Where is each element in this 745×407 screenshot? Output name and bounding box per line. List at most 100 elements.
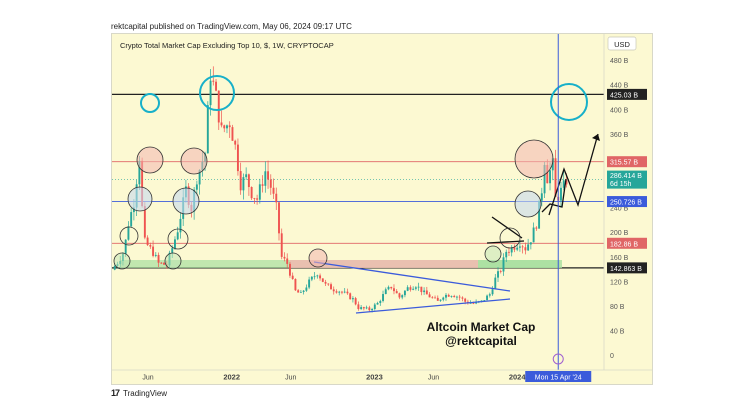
cycle-top-marker-1 xyxy=(140,93,160,113)
tradingview-logo-icon: 17 xyxy=(111,388,120,398)
x-tick-label: Jun xyxy=(285,375,296,382)
candle-body xyxy=(382,294,384,301)
candle-body xyxy=(154,254,157,256)
candle-body xyxy=(390,286,393,289)
candle-body xyxy=(239,171,242,191)
candle-body xyxy=(365,307,368,309)
level-reclaim-marker-6 xyxy=(514,190,542,218)
candle-body xyxy=(253,198,256,200)
breakdown-retest-marker xyxy=(308,248,328,268)
candle-body xyxy=(393,288,395,292)
candle-body xyxy=(226,125,228,129)
candle-body xyxy=(362,307,365,309)
candle-body xyxy=(343,291,346,293)
candle-body xyxy=(401,295,404,298)
candle-body xyxy=(272,187,275,194)
candle-body xyxy=(341,291,343,293)
y-tick-label: 440 B xyxy=(610,83,629,90)
candle-body xyxy=(127,226,130,240)
candle-body xyxy=(275,193,278,203)
candle-body xyxy=(245,174,248,178)
candle-body xyxy=(305,287,308,291)
chart-panel[interactable]: Crypto Total Market Cap Excluding Top 10… xyxy=(111,33,653,385)
y-tick-label: 80 B xyxy=(610,304,625,311)
wedge-lower-line xyxy=(355,298,511,314)
x-tick-label: 2022 xyxy=(223,373,240,382)
resistance-zone-red xyxy=(290,260,478,268)
candle-body xyxy=(261,184,264,186)
candle-body xyxy=(206,105,209,154)
candle-body xyxy=(412,288,415,290)
candle-body xyxy=(258,184,261,200)
candle-body xyxy=(423,290,426,293)
candle-body xyxy=(488,294,491,296)
candle-body xyxy=(409,287,412,290)
y-tick-label: 120 B xyxy=(610,279,629,286)
candle-body xyxy=(442,297,445,300)
candle-body xyxy=(469,302,472,304)
candle-body xyxy=(428,294,431,298)
candle-body xyxy=(436,297,439,301)
candle-body xyxy=(308,279,311,288)
candle-body xyxy=(310,276,313,280)
candle-body xyxy=(130,212,133,227)
x-tick-label: 2023 xyxy=(366,373,383,382)
candle-body xyxy=(502,257,505,272)
currency-badge[interactable] xyxy=(607,36,637,51)
annotation-line-2: @rektcapital xyxy=(445,334,517,348)
resistance-test-marker-2 xyxy=(180,147,208,175)
resistance-test-marker-1 xyxy=(136,146,164,174)
candle-body xyxy=(505,251,508,258)
candle-body xyxy=(143,206,146,238)
lightning-icon[interactable] xyxy=(552,353,564,365)
projection-path xyxy=(541,178,567,213)
candle-body xyxy=(176,232,179,240)
x-tick-label: Jun xyxy=(142,375,153,382)
cursor-date-badge xyxy=(525,371,592,382)
candle-body xyxy=(351,298,354,300)
candle-body xyxy=(480,300,483,302)
tradingview-brand: TradingView xyxy=(123,388,168,398)
candle-body xyxy=(445,294,447,298)
price-level-badge xyxy=(607,237,647,249)
candle-body xyxy=(247,174,250,188)
published-caption: rektcapital published on TradingView.com… xyxy=(111,22,352,31)
candle-body xyxy=(346,291,349,294)
candle-body xyxy=(554,158,557,197)
candle-body xyxy=(453,295,456,298)
cursor-date-label: Mon 15 Apr '24 xyxy=(535,375,582,382)
breakout-line-1 xyxy=(491,216,523,239)
candle-body xyxy=(299,291,302,293)
chart-svg[interactable]: Crypto Total Market Cap Excluding Top 10… xyxy=(112,34,652,384)
candle-body xyxy=(565,180,568,185)
currency-badge-label: USD xyxy=(614,40,630,49)
candle-body xyxy=(288,263,291,276)
candle-body xyxy=(508,251,510,253)
candle-body xyxy=(124,239,127,254)
candle-body xyxy=(327,283,330,285)
candle-body xyxy=(256,198,259,200)
candle-body xyxy=(425,290,428,295)
level-reclaim-marker-2 xyxy=(127,186,153,212)
candle-body xyxy=(516,247,519,250)
candle-body xyxy=(215,81,217,91)
candle-body xyxy=(160,262,163,264)
candle-body xyxy=(439,299,442,301)
candle-body xyxy=(324,281,327,284)
level-reclaim-marker-5 xyxy=(499,227,521,249)
tradingview-footer: 17 TradingView xyxy=(111,388,167,398)
candle-body xyxy=(379,300,382,303)
cycle-top-marker-2 xyxy=(199,75,235,111)
candle-body xyxy=(532,227,535,243)
candle-body xyxy=(535,227,538,229)
candle-body xyxy=(217,90,220,123)
y-tick-label: 160 B xyxy=(610,255,629,262)
projection-arrow-path xyxy=(548,133,599,216)
candle-body xyxy=(395,291,398,294)
candle-body xyxy=(521,246,524,248)
candle-body xyxy=(403,290,406,296)
candle-body xyxy=(228,125,231,128)
candle-body xyxy=(141,160,144,207)
y-tick-label: 0 xyxy=(610,353,614,360)
candle-body xyxy=(384,289,387,295)
